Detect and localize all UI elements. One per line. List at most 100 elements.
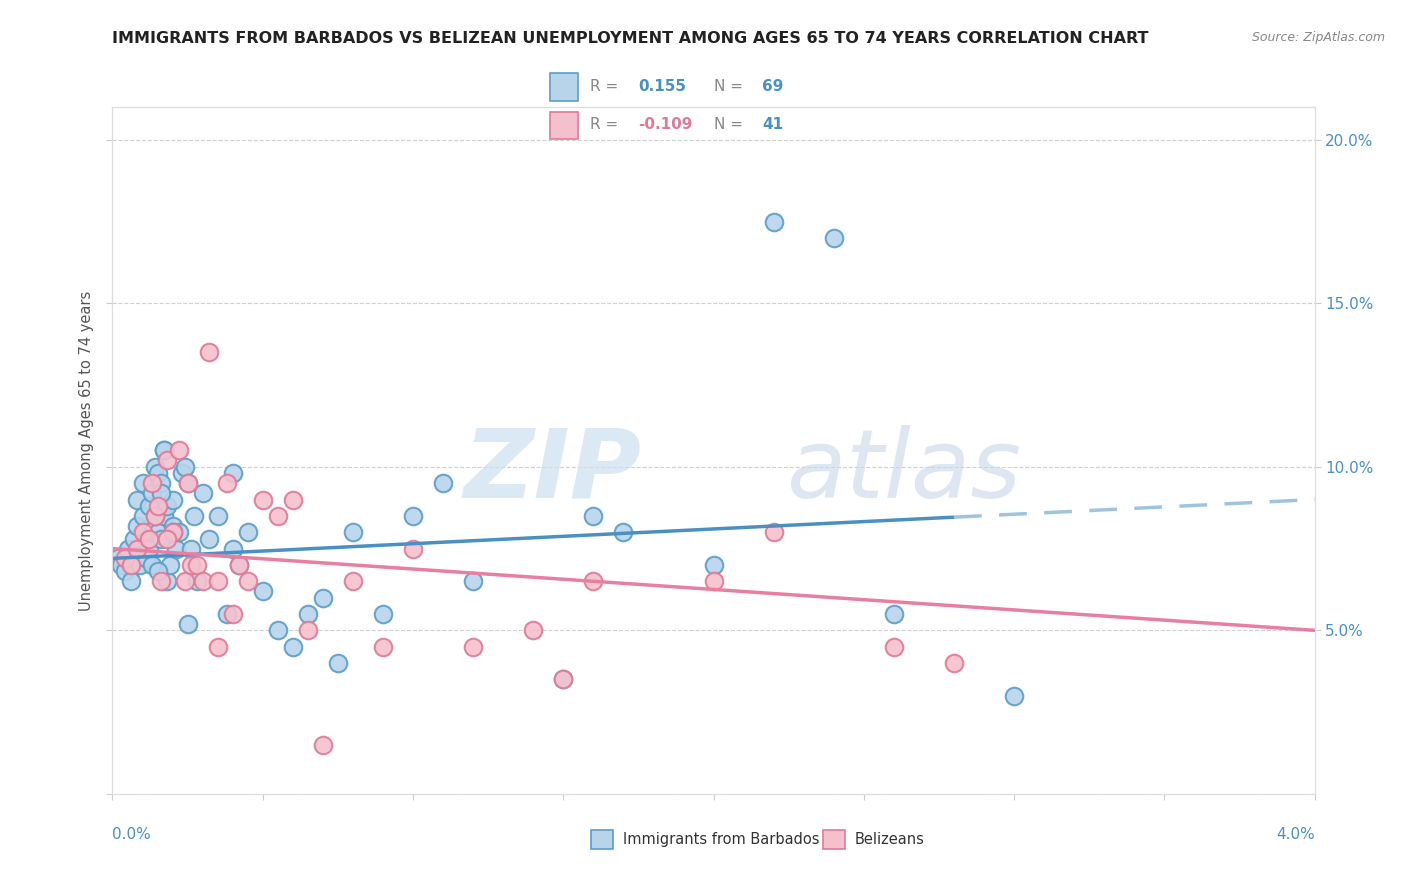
Point	[170, 467, 193, 481]
Point	[702, 574, 725, 589]
Point	[222, 541, 245, 556]
Point	[207, 640, 229, 654]
Point	[143, 508, 166, 523]
Point	[131, 525, 153, 540]
Point	[149, 574, 172, 589]
Point	[281, 640, 304, 654]
Point	[138, 499, 160, 513]
Point	[155, 499, 177, 513]
Point	[228, 558, 250, 572]
Point	[141, 476, 163, 491]
Point	[191, 486, 214, 500]
Point	[162, 518, 184, 533]
Point	[612, 525, 634, 540]
Point	[207, 574, 229, 589]
Point	[131, 508, 153, 523]
Point	[823, 231, 845, 245]
Point	[207, 508, 229, 523]
Point	[149, 532, 172, 546]
Text: atlas: atlas	[786, 425, 1021, 517]
Point	[222, 607, 245, 621]
Text: N =: N =	[714, 78, 742, 94]
Point	[297, 607, 319, 621]
Point	[762, 214, 785, 228]
Point	[167, 525, 190, 540]
Bar	[550, 112, 578, 139]
Point	[553, 673, 575, 687]
Point	[326, 656, 349, 670]
Text: 69: 69	[762, 78, 783, 94]
Point	[141, 486, 163, 500]
Point	[143, 508, 166, 523]
Text: 41: 41	[762, 117, 783, 132]
Text: 0.0%: 0.0%	[112, 827, 152, 841]
Point	[342, 574, 364, 589]
Point	[197, 532, 219, 546]
Point	[582, 508, 605, 523]
Point	[114, 551, 136, 566]
Point	[267, 624, 290, 638]
Point	[432, 476, 454, 491]
Text: R =: R =	[589, 117, 617, 132]
Point	[883, 607, 905, 621]
Text: R =: R =	[589, 78, 617, 94]
Point	[186, 574, 208, 589]
Point	[176, 616, 198, 631]
Point	[371, 640, 394, 654]
Point	[762, 525, 785, 540]
Point	[167, 443, 190, 458]
Bar	[823, 830, 845, 849]
Text: Source: ZipAtlas.com: Source: ZipAtlas.com	[1251, 31, 1385, 45]
Bar	[591, 830, 613, 849]
Point	[312, 591, 335, 605]
Point	[135, 551, 157, 566]
Bar	[550, 73, 578, 101]
Point	[1002, 689, 1025, 703]
Text: -0.109: -0.109	[638, 117, 692, 132]
Point	[297, 624, 319, 638]
Point	[228, 558, 250, 572]
Point	[125, 492, 148, 507]
Point	[122, 532, 145, 546]
Point	[149, 486, 172, 500]
Point	[159, 558, 181, 572]
Point	[281, 492, 304, 507]
Point	[461, 640, 484, 654]
Point	[162, 492, 184, 507]
Point	[138, 541, 160, 556]
Text: Immigrants from Barbados: Immigrants from Barbados	[623, 832, 820, 847]
Text: 0.155: 0.155	[638, 78, 686, 94]
Point	[883, 640, 905, 654]
Point	[155, 574, 177, 589]
Point	[173, 574, 195, 589]
Point	[131, 476, 153, 491]
Point	[125, 518, 148, 533]
Text: ZIP: ZIP	[464, 425, 641, 517]
Y-axis label: Unemployment Among Ages 65 to 74 years: Unemployment Among Ages 65 to 74 years	[79, 290, 94, 611]
Point	[107, 551, 129, 566]
Point	[114, 565, 136, 579]
Text: 4.0%: 4.0%	[1275, 827, 1315, 841]
Point	[138, 532, 160, 546]
Point	[120, 574, 142, 589]
Point	[522, 624, 544, 638]
Point	[312, 738, 335, 752]
Point	[152, 443, 174, 458]
Point	[152, 508, 174, 523]
Point	[146, 499, 169, 513]
Point	[402, 508, 425, 523]
Point	[236, 574, 259, 589]
Point	[149, 476, 172, 491]
Point	[371, 607, 394, 621]
Point	[173, 459, 195, 474]
Point	[128, 558, 150, 572]
Point	[252, 584, 274, 599]
Point	[143, 459, 166, 474]
Point	[553, 673, 575, 687]
Point	[165, 541, 187, 556]
Point	[146, 565, 169, 579]
Point	[582, 574, 605, 589]
Point	[110, 558, 132, 572]
Point	[342, 525, 364, 540]
Point	[215, 476, 238, 491]
